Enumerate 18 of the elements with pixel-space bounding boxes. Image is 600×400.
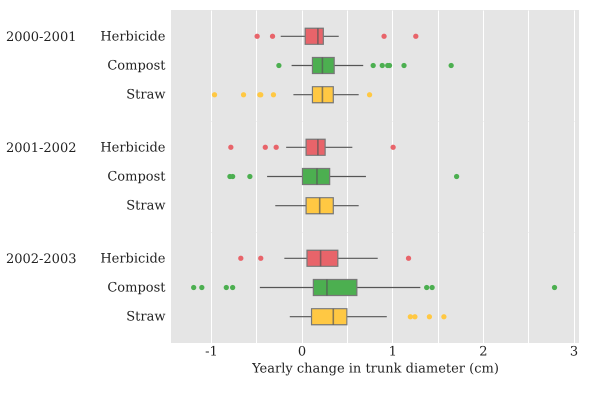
y-tick-label: Compost bbox=[107, 170, 166, 184]
y-tick-label: Straw bbox=[126, 88, 166, 103]
x-tick-label: -1 bbox=[205, 344, 218, 360]
y-axis-title: 2000-2001 bbox=[6, 30, 76, 45]
x-axis-title: Yearly change in trunk diameter (cm) bbox=[251, 362, 499, 376]
x-tick-label: 0 bbox=[298, 344, 306, 360]
y-tick-label: Straw bbox=[126, 198, 166, 214]
x-tick-label: 3 bbox=[570, 344, 578, 360]
y-axis-title: 2002-2003 bbox=[6, 252, 76, 267]
y-tick-label: Compost bbox=[107, 58, 166, 74]
y-tick-label: Herbicide bbox=[100, 29, 166, 44]
y-tick-label: Compost bbox=[107, 280, 166, 296]
x-tick-label: 1 bbox=[388, 344, 397, 360]
x-tick-label: 2 bbox=[479, 344, 488, 360]
y-tick-label: Herbicide bbox=[100, 140, 166, 156]
y-axis-title: 2001-2002 bbox=[6, 140, 76, 156]
y-tick-label: Straw bbox=[126, 310, 166, 325]
y-tick-label: Herbicide bbox=[100, 251, 166, 266]
